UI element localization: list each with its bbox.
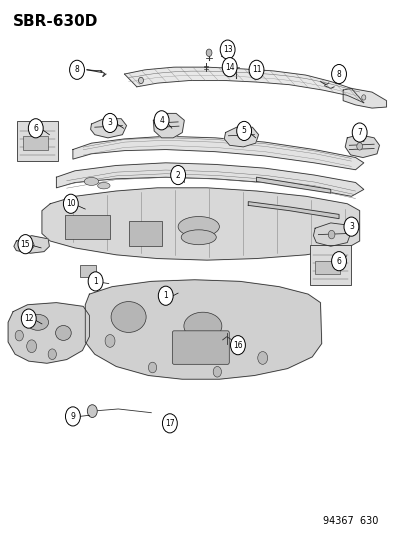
Circle shape bbox=[249, 60, 263, 79]
Text: SBR-630D: SBR-630D bbox=[13, 14, 98, 29]
FancyBboxPatch shape bbox=[128, 221, 161, 246]
Circle shape bbox=[331, 64, 346, 84]
Circle shape bbox=[87, 405, 97, 417]
Text: 10: 10 bbox=[66, 199, 76, 208]
FancyBboxPatch shape bbox=[23, 136, 48, 150]
Text: 2: 2 bbox=[175, 171, 180, 180]
Polygon shape bbox=[124, 67, 363, 103]
Circle shape bbox=[206, 49, 211, 56]
Circle shape bbox=[63, 194, 78, 213]
Ellipse shape bbox=[178, 216, 219, 237]
Circle shape bbox=[18, 235, 33, 254]
Circle shape bbox=[213, 367, 221, 377]
Circle shape bbox=[26, 340, 36, 353]
Circle shape bbox=[236, 122, 251, 141]
Ellipse shape bbox=[55, 326, 71, 341]
Text: 6: 6 bbox=[33, 124, 38, 133]
Text: 8: 8 bbox=[74, 66, 79, 74]
Text: 3: 3 bbox=[348, 222, 353, 231]
Text: 17: 17 bbox=[165, 419, 174, 428]
Polygon shape bbox=[85, 280, 321, 379]
FancyBboxPatch shape bbox=[17, 122, 58, 161]
Circle shape bbox=[356, 143, 362, 150]
Text: 3: 3 bbox=[107, 118, 112, 127]
Text: 16: 16 bbox=[233, 341, 242, 350]
Circle shape bbox=[28, 119, 43, 138]
Circle shape bbox=[331, 252, 346, 271]
Ellipse shape bbox=[111, 302, 146, 333]
Text: 1: 1 bbox=[93, 277, 98, 286]
Ellipse shape bbox=[183, 312, 221, 340]
Polygon shape bbox=[224, 127, 258, 147]
Circle shape bbox=[65, 407, 80, 426]
Circle shape bbox=[102, 114, 117, 133]
Polygon shape bbox=[342, 88, 386, 108]
Polygon shape bbox=[248, 201, 338, 219]
FancyBboxPatch shape bbox=[314, 261, 339, 274]
Text: 6: 6 bbox=[336, 257, 341, 265]
Text: 5: 5 bbox=[241, 126, 246, 135]
FancyBboxPatch shape bbox=[80, 265, 95, 277]
Polygon shape bbox=[344, 135, 379, 158]
Ellipse shape bbox=[181, 230, 216, 245]
Text: 9: 9 bbox=[70, 412, 75, 421]
Circle shape bbox=[328, 230, 334, 239]
Polygon shape bbox=[90, 119, 126, 138]
Circle shape bbox=[361, 95, 365, 100]
Circle shape bbox=[230, 336, 245, 355]
Ellipse shape bbox=[97, 182, 110, 189]
Text: 12: 12 bbox=[24, 314, 33, 323]
Circle shape bbox=[105, 335, 115, 348]
Text: 1: 1 bbox=[163, 291, 168, 300]
Ellipse shape bbox=[27, 314, 48, 330]
Circle shape bbox=[222, 58, 237, 77]
Text: 13: 13 bbox=[222, 45, 232, 54]
Circle shape bbox=[162, 414, 177, 433]
FancyBboxPatch shape bbox=[309, 245, 351, 285]
Text: 14: 14 bbox=[224, 63, 234, 71]
Text: 11: 11 bbox=[251, 66, 261, 74]
Circle shape bbox=[21, 309, 36, 328]
Text: 8: 8 bbox=[336, 70, 341, 78]
Polygon shape bbox=[73, 136, 363, 169]
Text: 4: 4 bbox=[159, 116, 164, 125]
Polygon shape bbox=[8, 303, 89, 364]
Circle shape bbox=[69, 60, 84, 79]
Circle shape bbox=[154, 111, 169, 130]
Circle shape bbox=[351, 123, 366, 142]
Polygon shape bbox=[14, 236, 49, 253]
Circle shape bbox=[343, 217, 358, 236]
Circle shape bbox=[158, 286, 173, 305]
Text: 94367  630: 94367 630 bbox=[322, 516, 377, 526]
Circle shape bbox=[48, 349, 56, 360]
Polygon shape bbox=[153, 114, 184, 138]
Circle shape bbox=[148, 362, 156, 373]
FancyBboxPatch shape bbox=[64, 215, 110, 239]
Circle shape bbox=[15, 330, 23, 341]
Text: 15: 15 bbox=[21, 240, 30, 249]
Polygon shape bbox=[42, 188, 359, 260]
Text: 7: 7 bbox=[356, 128, 361, 137]
FancyBboxPatch shape bbox=[172, 331, 229, 365]
Polygon shape bbox=[313, 223, 350, 246]
Circle shape bbox=[88, 272, 103, 291]
Ellipse shape bbox=[84, 177, 98, 185]
Circle shape bbox=[170, 165, 185, 184]
Circle shape bbox=[138, 77, 143, 84]
Polygon shape bbox=[256, 177, 330, 193]
Circle shape bbox=[220, 40, 235, 59]
Circle shape bbox=[257, 352, 267, 365]
Polygon shape bbox=[56, 163, 363, 196]
